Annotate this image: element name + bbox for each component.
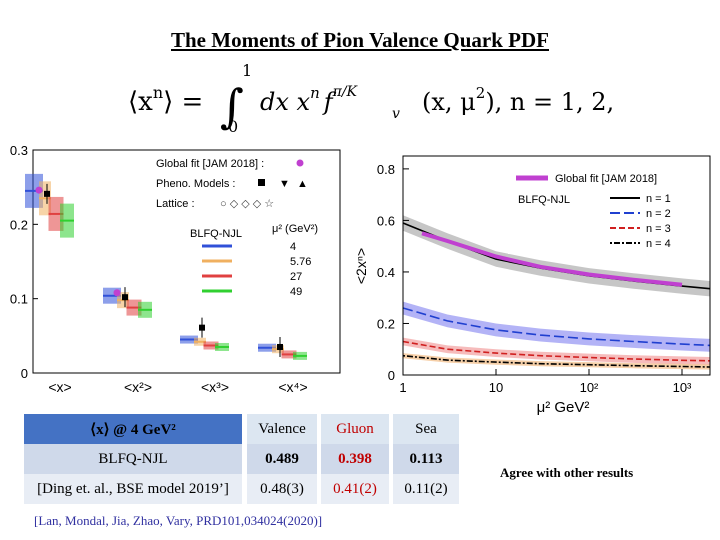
legend-series-label: 49: [290, 286, 302, 298]
legend-pheno-down: ▼: [279, 178, 290, 190]
series-line: [402, 340, 711, 362]
x-axis-label: μ² GeV²: [537, 399, 590, 416]
formula-lhs: ⟨xn⟩ =: [128, 83, 203, 117]
pheno-point: [122, 294, 128, 301]
right-chart-bands: [403, 215, 710, 370]
legend-series-label: n = 3: [646, 223, 671, 235]
slide-title: The Moments of Pion Valence Quark PDF: [171, 28, 549, 52]
x-tick-label: 10: [489, 380, 503, 395]
legend-series-label: n = 4: [646, 238, 671, 250]
table-header-cell: ⟨x⟩ @ 4 GeV²: [24, 414, 242, 444]
formula-subscript: v: [392, 106, 400, 122]
right-chart-legend: Global fit [JAM 2018] BLFQ-NJL n = 1 n = …: [508, 168, 703, 254]
series-line: [402, 307, 711, 347]
legend-lattice-markers: ○ ◇ ◇ ◇ ☆: [220, 198, 274, 210]
y-tick-label: 0.2: [10, 217, 28, 232]
x-category-label: <x²>: [124, 379, 152, 395]
table-header-cell: Sea: [393, 414, 459, 444]
y-tick-label: 0: [21, 366, 28, 381]
x-tick-label: 10³: [673, 380, 692, 395]
y-tick-label: 0.1: [10, 292, 28, 307]
legend-box: [508, 168, 703, 254]
legend-blfq: BLFQ-NJL: [190, 228, 242, 240]
x-category-label: <x⁴>: [278, 379, 307, 395]
integral-lower: 0: [228, 117, 238, 134]
left-chart-legend: Global fit [JAM 2018] : Pheno. Models : …: [156, 158, 318, 298]
agree-note: Agree with other results: [500, 465, 634, 480]
legend-global-fit: Global fit [JAM 2018] :: [156, 158, 264, 170]
plot-frame: [402, 155, 711, 376]
y-tick-label: 0.4: [377, 265, 395, 280]
series-line: [402, 354, 711, 368]
table-header-row: ⟨x⟩ @ 4 GeV² Valence Gluon Sea: [24, 414, 459, 444]
legend-pheno-up: ▲: [297, 178, 308, 190]
legend-mu-header: μ² (GeV²): [272, 223, 318, 235]
pheno-point: [199, 324, 205, 331]
x-category-label: <x>: [48, 379, 71, 395]
y-tick-label: 0.6: [377, 213, 395, 228]
series-band: [403, 353, 710, 370]
reference-citation: [Lan, Mondal, Jia, Zhao, Vary, PRD101,03…: [34, 513, 323, 528]
table-row: [Ding et. al., BSE model 2019’] 0.48(3) …: [24, 474, 459, 504]
momentum-fraction-table: ⟨x⟩ @ 4 GeV² Valence Gluon Sea BLFQ-NJL …: [24, 414, 459, 504]
legend-series-label: 5.76: [290, 256, 311, 268]
table-row: BLFQ-NJL 0.489 0.398 0.113: [24, 444, 459, 474]
left-chart-axes: 0 0.1 0.2 0.3 <x> <x²> <x³> <x⁴>: [10, 143, 341, 395]
series-band: [403, 301, 710, 352]
legend-series-label: n = 2: [646, 208, 671, 220]
y-tick-label: 0: [388, 368, 395, 383]
y-tick-label: 0.3: [10, 143, 28, 158]
right-chart-lines: [402, 222, 711, 368]
y-axis-label: <2xⁿ>: [353, 248, 369, 284]
table-cell: 0.41(2): [321, 474, 389, 504]
legend-pheno-square: [258, 179, 265, 186]
y-tick-label: 0.8: [377, 162, 395, 177]
plot-frame: [32, 149, 341, 374]
global-fit-line: [421, 231, 683, 287]
legend-global-fit-marker: [296, 159, 304, 167]
x-tick-label: 1: [399, 380, 406, 395]
table-cell: 0.489: [247, 444, 317, 474]
series-band: [403, 215, 710, 297]
series-band: [403, 337, 710, 365]
table-header-cell: Valence: [247, 414, 317, 444]
legend-pheno: Pheno. Models :: [156, 178, 236, 190]
table-cell: 0.113: [393, 444, 459, 474]
legend-lattice: Lattice :: [156, 198, 195, 210]
table-header-cell: Gluon: [321, 414, 389, 444]
moments-evolution-chart: 0 0.2 0.4 0.6 0.8 1 10 10² 10³ μ² GeV² <2xⁿ> Globa…: [353, 155, 711, 416]
legend-global-label: Global fit [JAM 2018]: [555, 173, 657, 185]
table-cell: 0.11(2): [393, 474, 459, 504]
pheno-point: [277, 343, 283, 350]
table-cell: 0.398: [321, 444, 389, 474]
table-cell: BLFQ-NJL: [24, 444, 242, 474]
integral-sign: ∫: [220, 79, 244, 133]
legend-series-label: 27: [290, 271, 302, 283]
left-chart-points: [35, 183, 283, 357]
moment-formula: ⟨xn⟩ = ∫ 1 0 dx xn fπ/K v (x, μ2), n = 1,…: [128, 62, 620, 134]
legend-blfq-label: BLFQ-NJL: [518, 194, 570, 206]
formula-integrand: dx xn fπ/K: [260, 84, 359, 116]
global-fit-point: [35, 186, 43, 194]
legend-series-label: n = 1: [646, 193, 671, 205]
table-cell: [Ding et. al., BSE model 2019’]: [24, 474, 242, 504]
legend-series-label: 4: [290, 241, 296, 253]
y-tick-label: 0.2: [377, 316, 395, 331]
right-chart-axes: 0 0.2 0.4 0.6 0.8 1 10 10² 10³ μ² GeV² <2xⁿ>: [353, 155, 711, 416]
x-category-label: <x³>: [201, 379, 229, 395]
moments-scatter-chart: 0 0.1 0.2 0.3 <x> <x²> <x³> <x⁴> Global fit [JA…: [10, 143, 341, 395]
formula-args: (x, μ2), n = 1, 2, 3, 4.: [422, 84, 620, 116]
integral-upper: 1: [242, 62, 252, 80]
pheno-point: [44, 190, 50, 197]
table-cell: 0.48(3): [247, 474, 317, 504]
x-tick-label: 10²: [580, 380, 599, 395]
global-fit-point: [113, 289, 121, 297]
